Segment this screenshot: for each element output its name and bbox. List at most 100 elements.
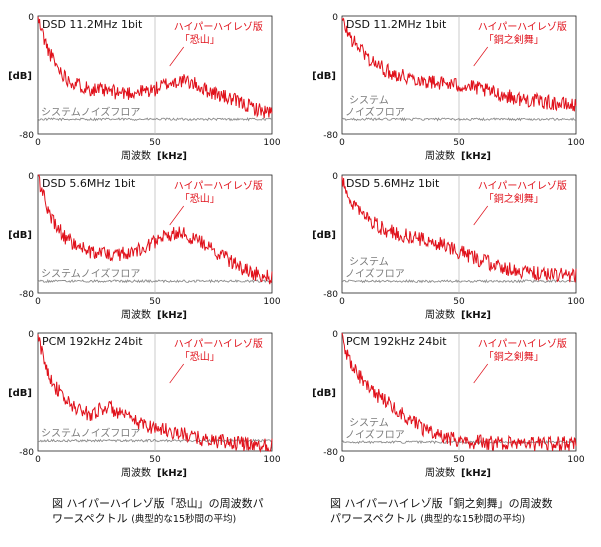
panel-4-annotation-line-2: 「銅之剣舞」 [484,192,544,205]
panel-2-annotation-line-1: ハイパーハイレゾ版 [478,20,567,33]
panel-2-title: DSD 11.2MHz 1bit [346,18,447,31]
panel-6-annotation-leader [473,363,489,384]
panel-2-xtick-1: 50 [453,138,465,148]
panel-3-annotation-line-2: 「恐山」 [180,193,220,205]
panel-4-xlabel: 周波数 [425,308,455,321]
panel-1-noise-floor-line [37,117,273,122]
panel-3-noise-floor-line [37,278,273,284]
caption-left-line2: ワースペクトル [52,512,128,525]
panel-2-annotation-leader [473,46,489,67]
panel-5-ylabel: [dB] [8,388,32,399]
panel-3-spectrum-line [37,174,273,285]
panel-3-ylabel: [dB] [8,230,32,241]
panel-2-ytick-bottom: -80 [323,131,338,141]
panel-5-xlabel: 周波数 [121,466,151,479]
panel-5-noise-label-line-1: システムノイズフロア [41,427,140,440]
panel-2-ytick-top: 0 [332,13,338,23]
panel-1-ytick-top: 0 [28,13,34,23]
panel-2-noise-floor-line [341,117,577,122]
panel-4-annotation-leader [473,205,489,226]
panel-1-annotation-leader [169,46,185,67]
panel-5-spectrum-line [37,334,273,453]
panel-5-xtick-0: 0 [35,455,41,465]
panel-5-annotation-leader [169,363,185,384]
panel-1-title: DSD 11.2MHz 1bit [42,18,143,31]
panel-1-xtick-0: 0 [35,138,41,148]
panel-5-xtick-1: 50 [149,455,161,465]
panel-3-xtick-1: 50 [149,297,161,307]
panel-4-noise-label-line-1: システム [349,256,389,268]
panel-1-xlabel: 周波数 [121,149,151,162]
panel-6-annotation-line-1: ハイパーハイレゾ版 [478,337,567,350]
panel-3-xunit: [kHz] [157,310,187,321]
panel-2-xtick-0: 0 [339,138,345,148]
panel-3-annotation-line-1: ハイパーハイレゾ版 [174,179,263,192]
panel-1-xtick-2: 100 [263,138,280,148]
panel-1-annotation-line-2: 「恐山」 [180,34,220,46]
panel-3-xtick-2: 100 [263,297,280,307]
panel-3-xtick-0: 0 [35,297,41,307]
caption-right-sub: (典型的な15秒間の平均) [420,514,526,525]
panel-1-xtick-1: 50 [149,138,161,148]
panel-2-spectrum-line [341,17,577,112]
panel-1-noise-label-line-1: システムノイズフロア [41,105,140,118]
panel-2-noise-label-line-2: ノイズフロア [345,105,405,118]
panel-2-xunit: [kHz] [461,151,491,162]
panel-6-xtick-0: 0 [339,455,345,465]
panel-5-ytick-top: 0 [28,330,34,340]
caption-right-main: 図 ハイパーハイレゾ版「銅之剣舞」の周波数 [330,497,553,510]
panel-3-ytick-top: 0 [28,172,34,182]
panel-5-xtick-2: 100 [263,455,280,465]
panel-5-ytick-bottom: -80 [19,448,34,458]
panel-6-annotation-line-2: 「銅之剣舞」 [484,350,544,363]
panel-6-xunit: [kHz] [461,468,491,479]
panel-5-title: PCM 192kHz 24bit [42,335,143,348]
panel-2-xlabel: 周波数 [425,149,455,162]
panel-6-noise-label-line-2: ノイズフロア [345,428,405,441]
panel-5-annotation-line-2: 「恐山」 [180,351,220,363]
panel-1-ytick-bottom: -80 [19,131,34,141]
panel-3-title: DSD 5.6MHz 1bit [42,177,136,190]
panel-1-xunit: [kHz] [157,151,187,162]
caption-left: 図 ハイパーハイレゾ版「恐山」の周波数パ ワースペクトル (典型的な15秒間の平… [52,496,302,527]
caption-right-line2: パワースペクトル [330,512,417,525]
panel-2-noise-label-line-1: システム [349,94,389,106]
panel-4-title: DSD 5.6MHz 1bit [346,177,440,190]
panel-1-ylabel: [dB] [8,71,32,82]
panel-6-title: PCM 192kHz 24bit [346,335,447,348]
caption-right: 図 ハイパーハイレゾ版「銅之剣舞」の周波数 パワースペクトル (典型的な15秒間… [330,496,590,527]
panel-4-xtick-2: 100 [567,297,584,307]
panel-3-annotation-leader [169,205,185,226]
panel-4-xtick-0: 0 [339,297,345,307]
panel-6-xtick-2: 100 [567,455,584,465]
panel-6-spectrum-line [341,332,577,451]
panel-4-noise-label-line-2: ノイズフロア [345,267,405,280]
panel-6-xlabel: 周波数 [425,466,455,479]
panel-4-ytick-bottom: -80 [323,290,338,300]
panel-1-spectrum-line [37,16,273,119]
caption-left-main: 図 ハイパーハイレゾ版「恐山」の周波数パ [52,497,264,510]
panel-3-ytick-bottom: -80 [19,290,34,300]
panel-6-ytick-bottom: -80 [323,448,338,458]
panel-4-noise-floor-line [341,279,577,284]
panel-3-xlabel: 周波数 [121,308,151,321]
panel-6-noise-floor-line [341,439,577,445]
panel-1-annotation-line-1: ハイパーハイレゾ版 [174,20,263,33]
caption-left-sub: (典型的な15秒間の平均) [131,514,237,525]
panel-4-xunit: [kHz] [461,310,491,321]
panel-5-xunit: [kHz] [157,468,187,479]
panel-2-xtick-2: 100 [567,138,584,148]
panel-5-noise-floor-line [37,438,273,443]
panel-2-ylabel: [dB] [312,71,336,82]
panel-4-spectrum-line [341,176,577,283]
panel-6-xtick-1: 50 [453,455,465,465]
panel-6-noise-label-line-1: システム [349,417,389,429]
panel-3-noise-label-line-1: システムノイズフロア [41,267,140,280]
panel-5-annotation-line-1: ハイパーハイレゾ版 [174,337,263,350]
panel-4-ylabel: [dB] [312,230,336,241]
panel-4-ytick-top: 0 [332,172,338,182]
panel-6-ytick-top: 0 [332,330,338,340]
panel-4-xtick-1: 50 [453,297,465,307]
panel-2-annotation-line-2: 「銅之剣舞」 [484,33,544,46]
